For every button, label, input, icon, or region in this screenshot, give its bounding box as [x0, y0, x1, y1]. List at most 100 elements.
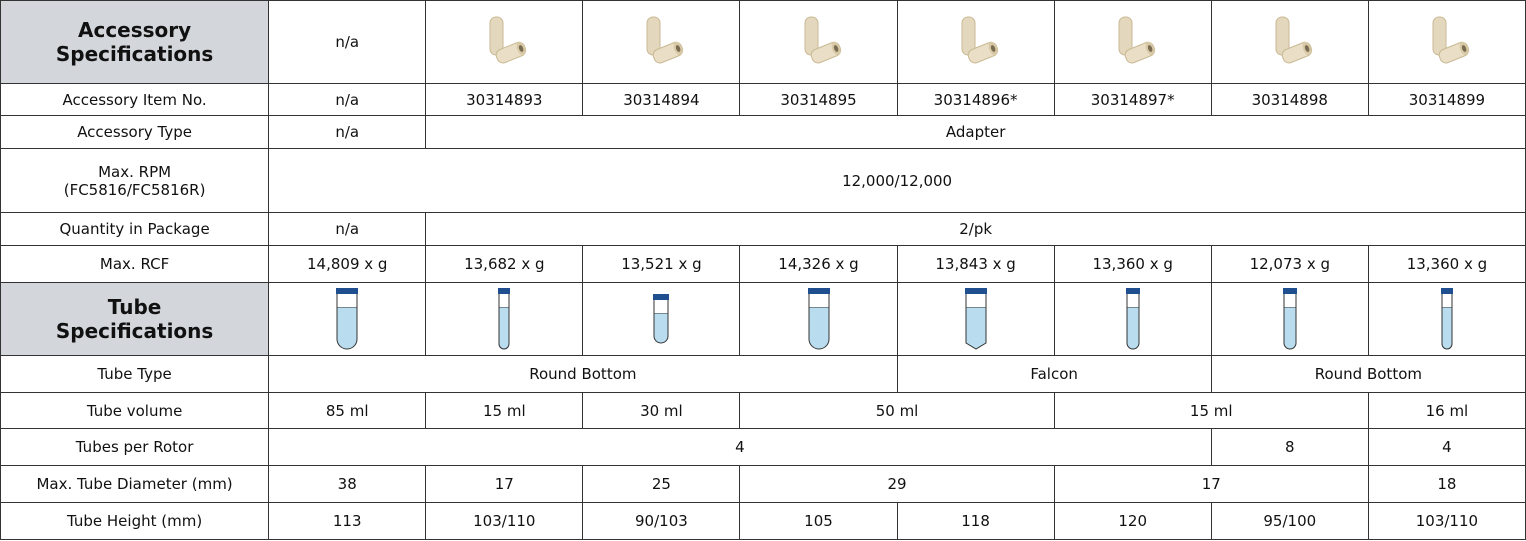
cell: 8 — [1210, 428, 1369, 466]
cell: 30314897* — [1053, 83, 1212, 116]
cell: 13,521 x g — [582, 245, 741, 283]
cell: 105 — [739, 502, 898, 540]
tube-icon — [498, 288, 511, 350]
table-row: Accessory Item No. n/a 30314893 30314894 303… — [0, 83, 1526, 116]
cell: 17 — [1053, 465, 1369, 503]
cell: Falcon — [896, 355, 1212, 393]
table-row: Tube Specifications — [0, 282, 1526, 356]
image-cell — [1367, 282, 1526, 356]
cell: 30314899 — [1367, 83, 1526, 116]
row-label: Tube Type — [0, 355, 270, 393]
table-row: Max. RCF 14,809 x g 13,682 x g 13,521 x g 14… — [0, 245, 1526, 283]
table-row: Tube Type Round Bottom Falcon Round Bottom — [0, 355, 1526, 393]
label-text: Accessory — [77, 18, 192, 42]
adapter-icon — [1118, 16, 1155, 64]
cell: 17 — [425, 465, 584, 503]
cell: 30314895 — [739, 83, 898, 116]
image-cell — [896, 0, 1055, 84]
label-text: Tube Height (mm) — [66, 512, 203, 530]
cell: 30314893 — [425, 83, 584, 116]
cell: 13,682 x g — [425, 245, 584, 283]
table-row: Accessory Type n/a Adapter — [0, 115, 1526, 149]
row-label: Tube Height (mm) — [0, 502, 270, 540]
row-label: Tube volume — [0, 392, 270, 429]
image-cell — [896, 282, 1055, 356]
label-text: Max. RCF — [99, 255, 170, 273]
cell: n/a — [268, 0, 427, 84]
image-cell — [268, 282, 427, 356]
image-cell — [425, 282, 584, 356]
row-label: Accessory Type — [0, 115, 270, 149]
adapter-icon — [961, 16, 998, 64]
row-label: Max. Tube Diameter (mm) — [0, 465, 270, 503]
cell: 30314894 — [582, 83, 741, 116]
tube-icon — [653, 294, 670, 344]
table-row: Tubes per Rotor 4 8 4 — [0, 428, 1526, 466]
cell: 90/103 — [582, 502, 741, 540]
cell: n/a — [268, 212, 427, 246]
table-row: Max. RPM (FC5816/FC5816R) 12,000/12,000 — [0, 148, 1526, 213]
cell: 2/pk — [425, 212, 1526, 246]
tube-icon — [1282, 288, 1297, 350]
cell: Round Bottom — [1210, 355, 1526, 393]
image-cell — [1367, 0, 1526, 84]
table-row: Tube volume 85 ml 15 ml 30 ml 50 ml 15 ml 16 m… — [0, 392, 1526, 429]
cell: 118 — [896, 502, 1055, 540]
cell: 4 — [268, 428, 1212, 466]
label-text: Tube volume — [86, 401, 183, 420]
label-text: Tubes per Rotor — [75, 438, 194, 456]
label-text: Tube Type — [97, 365, 172, 383]
image-cell — [425, 0, 584, 84]
row-label: Max. RCF — [0, 245, 270, 283]
label-text: (FC5816/FC5816R) — [63, 180, 206, 199]
tube-icon — [807, 288, 830, 350]
cell: 16 ml — [1367, 392, 1526, 429]
cell: 103/110 — [1367, 502, 1526, 540]
image-cell — [1210, 282, 1369, 356]
row-label: Accessory Item No. — [0, 83, 270, 116]
cell: 13,360 x g — [1053, 245, 1212, 283]
cell: 50 ml — [739, 392, 1055, 429]
cell: 15 ml — [425, 392, 584, 429]
cell: 29 — [739, 465, 1055, 503]
image-cell — [739, 282, 898, 356]
table-row: Quantity in Package n/a 2/pk — [0, 212, 1526, 246]
table-row: Tube Height (mm) 113 103/110 90/103 105 118 12… — [0, 502, 1526, 540]
cell: 30314896* — [896, 83, 1055, 116]
cell: 85 ml — [268, 392, 427, 429]
image-cell — [582, 282, 741, 356]
cell: 12,073 x g — [1210, 245, 1369, 283]
row-label: Tubes per Rotor — [0, 428, 270, 466]
tube-icon — [336, 288, 359, 350]
image-cell — [582, 0, 741, 84]
cell: 13,360 x g — [1367, 245, 1526, 283]
cell: 120 — [1053, 502, 1212, 540]
cell: 103/110 — [425, 502, 584, 540]
adapter-icon — [1275, 16, 1312, 64]
image-cell — [1053, 0, 1212, 84]
cell: Adapter — [425, 115, 1526, 149]
tube-icon — [964, 288, 987, 350]
adapter-icon — [804, 16, 841, 64]
cell: 113 — [268, 502, 427, 540]
label-text: Max. RPM — [98, 162, 172, 181]
label-text: Tube — [107, 295, 162, 319]
cell: Round Bottom — [268, 355, 898, 393]
row-label: Tube Specifications — [0, 282, 270, 356]
image-cell — [1053, 282, 1212, 356]
row-label: Quantity in Package — [0, 212, 270, 246]
cell: 4 — [1367, 428, 1526, 466]
cell: 25 — [582, 465, 741, 503]
label-text: Accessory Type — [77, 123, 192, 141]
cell: 30314898 — [1210, 83, 1369, 116]
cell: 38 — [268, 465, 427, 503]
label-text: Specifications — [55, 42, 214, 66]
cell: n/a — [268, 83, 427, 116]
table-row: Accessory Specifications n/a — [0, 0, 1526, 84]
tube-icon — [1125, 288, 1140, 350]
label-text: Max. Tube Diameter (mm) — [36, 475, 233, 493]
image-cell — [1210, 0, 1369, 84]
cell: 14,326 x g — [739, 245, 898, 283]
